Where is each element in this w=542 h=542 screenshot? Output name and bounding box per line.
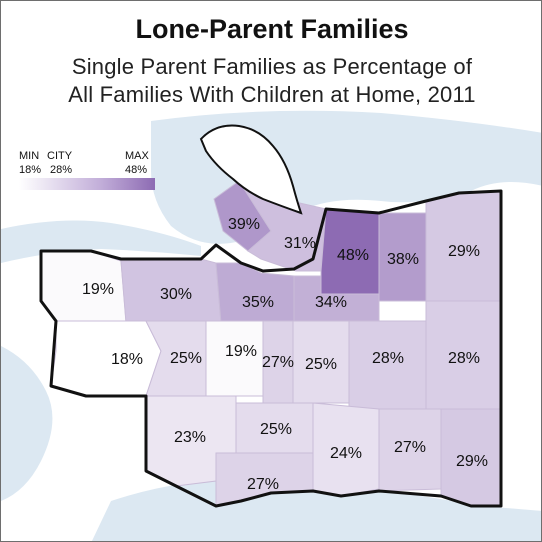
legend-max-value: 48% <box>125 164 148 176</box>
stanley-park <box>199 124 303 215</box>
region-label: 27% <box>394 439 426 456</box>
region-label: 23% <box>174 429 206 446</box>
city-boundary <box>39 189 503 508</box>
region-label: 31% <box>284 235 316 252</box>
region-label: 25% <box>260 421 292 438</box>
region-35 <box>215 262 295 324</box>
region-label: 35% <box>242 294 274 311</box>
region-18 <box>50 320 162 397</box>
region-label: 29% <box>448 243 480 260</box>
region-label: 24% <box>330 445 362 462</box>
water-south <box>91 478 541 541</box>
legend-gradient-bar <box>19 178 155 190</box>
region-label: 27% <box>247 476 279 493</box>
region-label: 48% <box>337 247 369 264</box>
subtitle-line-2: All Families With Children at Home, 2011 <box>68 82 476 107</box>
region-label: 34% <box>315 294 347 311</box>
region-label: 28% <box>372 350 404 367</box>
legend-min-label: MIN <box>19 150 40 162</box>
region-label: 39% <box>228 216 260 233</box>
region-label: 27% <box>262 354 294 371</box>
legend-city-value: 28% <box>50 164 73 176</box>
region-label: 30% <box>160 286 192 303</box>
region-label: 28% <box>448 350 480 367</box>
region-label: 19% <box>82 281 114 298</box>
region-label: 29% <box>456 453 488 470</box>
region-label: 19% <box>225 343 257 360</box>
region-label: 38% <box>387 251 419 268</box>
legend-max-label: MAX <box>125 150 149 162</box>
region-label: 18% <box>111 351 143 368</box>
subtitle-line-1: Single Parent Families as Percentage of <box>71 54 473 79</box>
water-southwest <box>1 346 53 501</box>
region-labels: 39% 31% 48% 38% 29% 19% 30% 35% 34% 18% … <box>82 216 488 493</box>
legend-min-value: 18% <box>19 164 42 176</box>
region-label: 25% <box>305 356 337 373</box>
legend-city-label: CITY <box>47 150 73 162</box>
region-label: 25% <box>170 350 202 367</box>
page-title: Lone-Parent Families <box>135 14 409 44</box>
